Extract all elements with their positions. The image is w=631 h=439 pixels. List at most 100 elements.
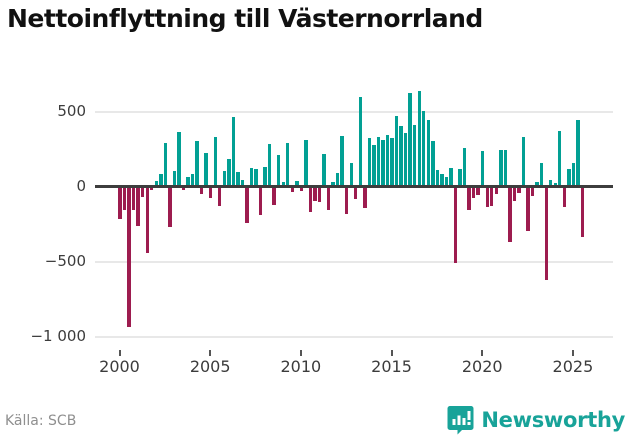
- bar-2014Q2: [376, 136, 381, 188]
- bar-2011Q4: [331, 181, 335, 188]
- bar-2024Q3: [562, 187, 567, 207]
- bar-2004Q4: [204, 152, 208, 187]
- bar-2024Q4: [567, 169, 571, 187]
- bar-2021Q1: [499, 149, 503, 187]
- bar-2003Q3: [181, 187, 186, 190]
- bar-2021Q3: [508, 187, 512, 242]
- bar-2019Q3: [471, 187, 476, 199]
- gridline-y--500: [95, 261, 613, 263]
- bar-2006Q4: [240, 179, 245, 187]
- bar-2000Q3: [127, 187, 131, 327]
- y-axis-label-500: 500: [57, 102, 86, 120]
- bar-2009Q3: [290, 187, 294, 192]
- zero-axis-line: [95, 185, 613, 188]
- bar-2004Q1: [190, 173, 195, 187]
- bar-2016Q4: [422, 110, 426, 187]
- bar-2008Q4: [276, 154, 281, 188]
- bar-2015Q2: [394, 115, 399, 188]
- bar-2004Q2: [195, 140, 199, 187]
- bar-2018Q3: [453, 187, 458, 263]
- bar-2005Q1: [208, 187, 213, 198]
- bar-2007Q3: [254, 169, 258, 187]
- bar-2022Q4: [530, 187, 535, 196]
- x-axis-label-2015: 2015: [371, 357, 412, 376]
- bar-2014Q1: [372, 145, 376, 187]
- bar-2006Q2: [231, 117, 236, 188]
- bar-2015Q4: [403, 133, 408, 187]
- bar-2019Q4: [476, 187, 480, 196]
- bar-2013Q2: [358, 97, 362, 187]
- bar-2024Q1: [553, 182, 557, 187]
- bar-2012Q1: [335, 172, 340, 188]
- bar-2003Q1: [172, 170, 177, 187]
- bar-2019Q1: [462, 148, 467, 187]
- x-tick-2025: [571, 350, 574, 356]
- chart-title: Nettoinflyttning till Västernorrland: [7, 4, 483, 33]
- bar-2017Q4: [440, 173, 444, 187]
- x-axis-label-2000: 2000: [99, 357, 140, 376]
- bar-2011Q1: [317, 187, 322, 202]
- bar-2025Q2: [576, 119, 580, 187]
- bar-2019Q2: [467, 187, 471, 211]
- bar-2017Q2: [431, 140, 435, 187]
- x-axis-label-2005: 2005: [189, 357, 231, 376]
- bar-2002Q3: [163, 142, 168, 188]
- gridline-y--1000: [95, 336, 613, 338]
- bar-2013Q4: [367, 137, 372, 187]
- bar-2001Q4: [150, 187, 154, 190]
- x-tick-2010: [299, 350, 302, 356]
- bar-2005Q2: [213, 136, 217, 188]
- bar-2003Q4: [186, 177, 190, 188]
- bar-2011Q2: [322, 154, 326, 187]
- bar-2016Q3: [417, 91, 421, 187]
- bar-2017Q3: [435, 169, 440, 188]
- bar-2001Q1: [136, 187, 140, 226]
- bar-2025Q3: [580, 187, 585, 237]
- bar-2007Q1: [245, 187, 249, 223]
- x-tick-2015: [390, 350, 393, 356]
- bar-2016Q1: [408, 92, 412, 187]
- bar-2006Q3: [236, 172, 240, 187]
- bar-2012Q4: [349, 163, 353, 187]
- bar-2006Q1: [227, 159, 231, 188]
- bar-2013Q3: [363, 187, 367, 208]
- bar-2002Q1: [154, 181, 158, 187]
- x-axis-label-2010: 2010: [280, 357, 322, 376]
- bar-2010Q1: [299, 187, 304, 191]
- bar-2009Q4: [295, 181, 299, 187]
- x-tick-2005: [209, 350, 212, 356]
- bar-2018Q2: [449, 168, 453, 188]
- bar-2007Q2: [249, 167, 254, 187]
- bar-2015Q1: [390, 138, 394, 188]
- bar-2016Q2: [413, 124, 417, 188]
- bar-2020Q1: [481, 151, 485, 187]
- bar-2008Q3: [272, 187, 276, 205]
- bar-2021Q4: [512, 187, 517, 201]
- bar-2012Q3: [345, 187, 349, 214]
- bar-2023Q2: [539, 163, 544, 187]
- bar-2011Q3: [326, 187, 331, 210]
- bar-2015Q3: [399, 126, 403, 188]
- newsworthy-wordmark: Newsworthy: [481, 408, 625, 432]
- bar-2001Q2: [140, 187, 145, 197]
- bar-2010Q4: [313, 187, 317, 201]
- bar-2007Q4: [258, 187, 263, 215]
- bar-2009Q1: [281, 181, 285, 188]
- bar-2012Q2: [340, 136, 344, 187]
- bar-2018Q4: [458, 169, 462, 187]
- bar-2013Q1: [354, 187, 358, 199]
- newsworthy-badge-icon: [447, 406, 474, 435]
- bar-2021Q2: [503, 150, 508, 188]
- bar-2009Q2: [286, 142, 290, 188]
- bar-2024Q2: [558, 130, 562, 188]
- bar-2010Q3: [308, 187, 313, 212]
- bar-2014Q3: [381, 139, 385, 188]
- x-axis-label-2025: 2025: [552, 357, 594, 376]
- bar-2020Q4: [494, 187, 498, 194]
- bar-2008Q1: [263, 166, 267, 188]
- newsworthy-logo: Newsworthy: [447, 405, 625, 435]
- bar-2004Q3: [199, 187, 204, 194]
- bar-2003Q2: [177, 131, 181, 187]
